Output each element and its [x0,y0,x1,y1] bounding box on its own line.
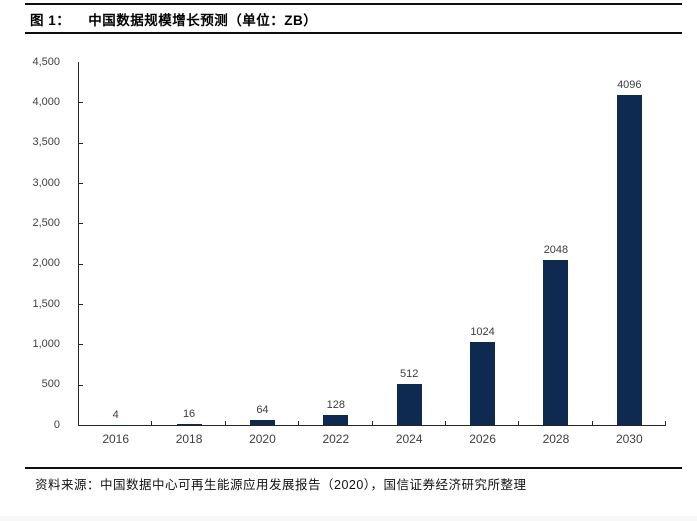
bottom-band [0,516,697,521]
plot-area: 4 2016 16 2018 64 2020 128 2022 512 2024 1024 2026 2… [78,62,666,446]
bar-2024 [396,383,422,425]
bar-value-label: 64 [256,403,269,416]
bar-value-label: 1024 [470,326,495,339]
y-axis-tick-mark [79,263,83,265]
bar-2026 [470,342,496,425]
x-axis-category-label: 2020 [249,432,276,446]
bar-value-label: 4096 [617,78,642,91]
y-axis-tick-mark [79,304,83,305]
figure-title: 图 1： 中国数据规模增长预测（单位：ZB） [30,9,317,29]
figure-number-label: 图 1： [30,13,71,28]
bar-value-label: 128 [326,398,345,411]
bar-2028 [543,259,569,425]
y-axis-tick-mark [79,183,83,184]
x-axis-tick-mark [665,421,666,425]
x-axis-tick-mark [298,421,300,425]
source-note: 资料来源：中国数据中心可再生能源应用发展报告（2020），国信证券经济研究所整理 [35,478,527,492]
x-axis-tick-mark [591,421,593,425]
y-axis-tick-mark [79,384,83,386]
figure-title-text: 中国数据规模增长预测（单位：ZB） [88,13,318,28]
y-axis-tick-label: 4,000 [32,95,60,108]
x-axis-tick-mark [151,421,153,425]
x-axis-tick-mark [518,421,520,425]
x-axis-tick-mark [371,421,373,425]
y-axis-tick-label: 3,000 [32,176,60,189]
bar-2022 [323,414,349,425]
x-axis-category-label: 2026 [469,432,496,446]
y-axis-tick-mark [79,223,83,225]
y-axis-tick-mark [79,142,83,144]
x-axis-category-label: 2018 [175,432,203,446]
x-axis-tick-mark [444,421,446,425]
y-axis-tick-label: 500 [41,378,60,391]
y-axis-labels: 4,500 4,000 3,500 3,000 2,500 2,000 1,500 1,000… [0,56,70,431]
y-axis-tick-label: 1,000 [32,337,60,350]
y-axis-tick-label: 0 [53,418,60,431]
x-axis-tick-mark [224,421,226,425]
y-axis-tick-label: 2,000 [32,257,60,270]
y-axis-tick-label: 1,500 [32,297,60,310]
x-axis-category-label: 2022 [322,432,350,446]
x-axis-category-label: 2024 [395,432,423,446]
y-axis-tick-label: 3,500 [32,136,60,149]
y-axis-tick-mark [79,102,83,104]
title-underline-rule [25,32,682,34]
x-axis-category-label: 2028 [542,432,570,446]
y-axis-tick-label: 4,500 [32,55,60,68]
bar-value-label: 2048 [543,243,569,256]
bar-2030 [616,94,642,425]
top-rule [25,3,682,5]
source-separator-rule [25,467,682,469]
bar-value-label: 4 [112,408,119,421]
bar-2018 [176,423,202,425]
x-axis-category-label: 2016 [102,432,130,446]
bar-value-label: 16 [182,407,196,420]
bar-value-label: 512 [400,367,419,380]
x-axis-category-label: 2030 [615,432,643,446]
y-axis-tick-label: 2,500 [32,216,60,229]
y-axis-tick-mark [79,344,83,346]
bar-2020 [249,419,275,425]
